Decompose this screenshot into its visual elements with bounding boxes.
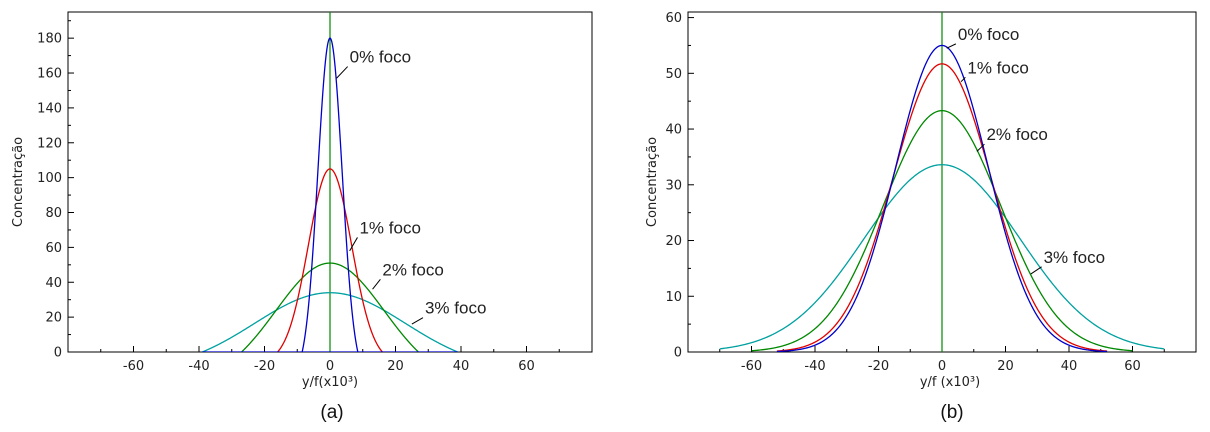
y-tick-label: 120	[37, 136, 62, 151]
y-axis-title: Concentração	[11, 137, 26, 227]
x-tick-label: 0	[326, 359, 334, 374]
panel-label: (a)	[320, 402, 343, 423]
y-tick-label: 10	[665, 290, 682, 305]
y-tick-label: 60	[45, 241, 62, 256]
series-line-2-foco	[241, 262, 419, 352]
chart-a: -60 -40 -20 0 20 40 60 0 20 40 60 80 100 120 140 160 180…	[11, 11, 593, 423]
x-tick-label: -60	[123, 359, 144, 374]
annotation-leader	[411, 317, 424, 325]
y-tick-label: 80	[45, 206, 62, 221]
annotation-1-foco: 1% foco	[967, 58, 1028, 77]
y-tick-label: 20	[665, 234, 682, 249]
y-tick-label: 0	[674, 346, 682, 361]
series-line-1-foco	[277, 168, 383, 352]
series-line-0-foco	[776, 44, 1108, 352]
x-tick-label: 20	[997, 359, 1014, 374]
x-tick-label: -40	[188, 359, 209, 374]
x-axis-title: y/f(x10³)	[302, 375, 358, 390]
panel-label: (b)	[940, 402, 963, 423]
series-group	[202, 37, 458, 352]
annotation-leader	[336, 66, 349, 79]
annotation-3-foco: 3% foco	[1044, 248, 1105, 267]
x-tick-label: -20	[868, 359, 889, 374]
annotation-leader	[349, 237, 358, 252]
y-tick-label: 20	[45, 311, 62, 326]
x-tick-label: 40	[453, 359, 470, 374]
series-group	[719, 44, 1165, 352]
annotation-1-foco: 1% foco	[359, 218, 420, 237]
annotation-0-foco: 0% foco	[958, 25, 1019, 44]
series-line-3-foco	[719, 164, 1165, 350]
annotation-leader	[946, 43, 957, 49]
y-tick-label: 100	[37, 171, 62, 186]
y-axis-title: Concentração	[645, 137, 660, 227]
y-tick-label: 50	[665, 67, 682, 82]
x-tick-label: 0	[938, 359, 946, 374]
x-tick-label: -60	[741, 359, 762, 374]
chart-b: -60 -40 -20 0 20 40 60 0 10 20 30 40 50 60 0% foco 1% f…	[645, 11, 1197, 423]
y-tick-label: 40	[665, 123, 682, 138]
annotation-2-foco: 2% foco	[382, 260, 443, 279]
y-tick-label: 180	[37, 32, 62, 47]
x-tick-label: 40	[1061, 359, 1078, 374]
series-line-1-foco	[776, 63, 1108, 352]
y-tick-label: 30	[665, 178, 682, 193]
annotation-leader	[372, 278, 381, 290]
y-tick-label: 60	[665, 11, 682, 26]
series-line-3-foco	[202, 292, 458, 352]
x-tick-label: 60	[518, 359, 535, 374]
x-axis-title: y/f (x10³)	[920, 375, 980, 390]
annotation-leader	[976, 143, 985, 152]
y-tick-label: 140	[37, 101, 62, 116]
annotation-leader	[1030, 266, 1042, 275]
y-tick-label: 160	[37, 67, 62, 82]
x-tick-label: 60	[1124, 359, 1141, 374]
y-tick-label: 0	[54, 346, 62, 361]
y-tick-label: 40	[45, 276, 62, 291]
annotation-leader	[960, 76, 966, 83]
x-tick-label: -20	[254, 359, 275, 374]
annotation-3-foco: 3% foco	[425, 299, 486, 318]
annotation-0-foco: 0% foco	[350, 48, 411, 67]
x-tick-label: -40	[804, 359, 825, 374]
series-line-0-foco	[301, 37, 359, 352]
series-line-2-foco	[751, 110, 1133, 352]
annotation-2-foco: 2% foco	[986, 125, 1047, 144]
x-tick-label: 20	[387, 359, 404, 374]
